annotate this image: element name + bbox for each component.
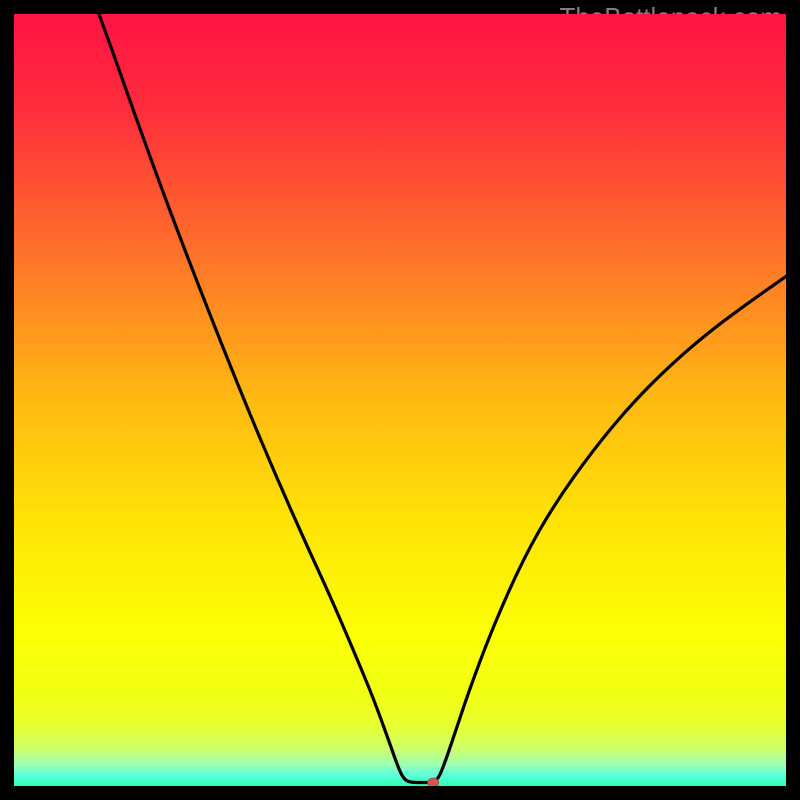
bottleneck-chart: [14, 14, 786, 786]
chart-frame: TheBottleneck.com: [0, 0, 800, 800]
optimal-point-marker: [428, 778, 439, 786]
chart-background: [14, 14, 786, 786]
